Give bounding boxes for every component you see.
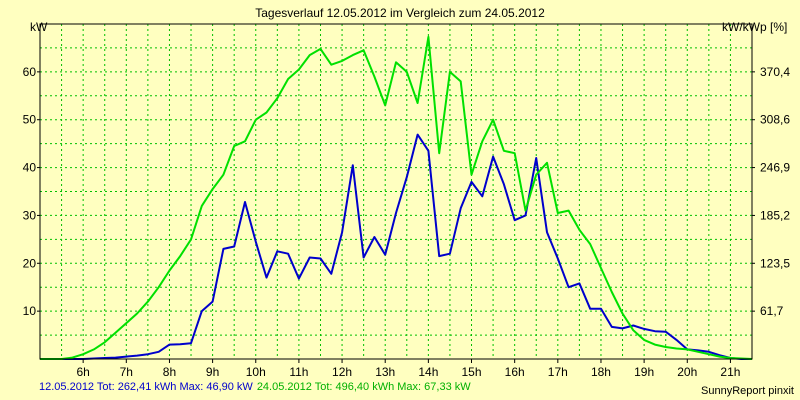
x-tick-label: 16h	[505, 365, 525, 379]
x-tick-label: 15h	[461, 365, 481, 379]
y-tick-label-right: 61,7	[760, 304, 784, 318]
x-tick-label: 6h	[76, 365, 89, 379]
x-tick-label: 20h	[677, 365, 697, 379]
x-tick-label: 7h	[120, 365, 133, 379]
x-tick-label: 11h	[289, 365, 308, 379]
y-tick-label-left: 50	[23, 113, 37, 127]
y-tick-label-right: 370,4	[760, 65, 790, 79]
x-tick-label: 8h	[163, 365, 176, 379]
chart-title: Tagesverlauf 12.05.2012 im Vergleich zum…	[255, 6, 545, 20]
y-tick-label-left: 20	[23, 256, 37, 270]
series-layer	[40, 35, 753, 360]
grid	[40, 24, 752, 359]
y-axis-label-right: kW/kWp [%]	[722, 20, 787, 34]
credit-text: SunnyReport pinxit	[701, 385, 794, 397]
y-tick-label-right: 246,9	[760, 161, 790, 175]
y-tick-label-left: 30	[23, 208, 37, 222]
x-tick-label: 14h	[418, 365, 438, 379]
x-tick-label: 9h	[206, 365, 219, 379]
x-tick-label: 19h	[634, 365, 654, 379]
series-2-summary: 24.05.2012 Tot: 496,40 kWh Max: 67,33 kW	[256, 381, 471, 393]
series-1-summary: 12.05.2012 Tot: 262,41 kWh Max: 46,90 kW	[39, 381, 253, 393]
y-tick-label-left: 10	[23, 304, 37, 318]
series-line-1	[40, 133, 752, 360]
x-tick-label: 18h	[591, 365, 611, 379]
series-line-2	[40, 35, 753, 360]
axes: 10 20 30 40 50 60 61,7 123,5 185,2 246,9 308,6 370,…	[23, 23, 790, 379]
plot-border	[39, 23, 753, 360]
x-tick-label: 17h	[548, 365, 568, 379]
y-axis-label-left: kW	[30, 20, 48, 34]
footer-stats: 12.05.2012 Tot: 262,41 kWh Max: 46,90 kW…	[39, 381, 475, 393]
y-tick-label-left: 40	[23, 161, 37, 175]
x-tick-label: 21h	[720, 365, 740, 379]
x-tick-label: 12h	[332, 365, 352, 379]
y-tick-label-right: 123,5	[760, 256, 790, 270]
y-tick-label-right: 185,2	[760, 208, 790, 222]
y-tick-label-left: 60	[23, 65, 37, 79]
x-tick-label: 10h	[246, 365, 266, 379]
y-tick-label-right: 308,6	[760, 113, 790, 127]
x-tick-label: 13h	[375, 365, 395, 379]
